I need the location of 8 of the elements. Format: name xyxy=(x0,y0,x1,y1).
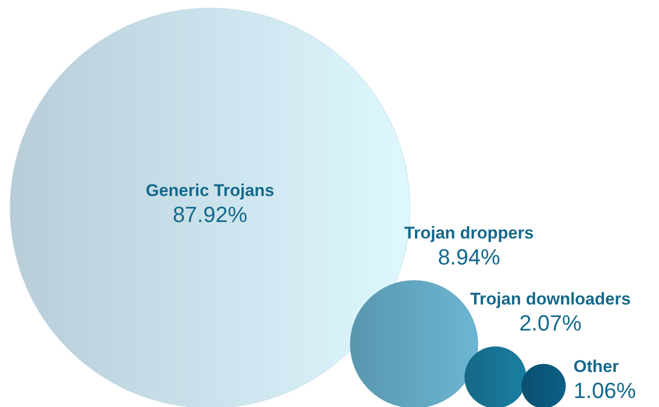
data-label: 87.92% xyxy=(172,202,248,227)
category-label: Trojan downloaders xyxy=(470,290,631,309)
category-label: Generic Trojans xyxy=(146,181,274,200)
data-label: 2.07% xyxy=(519,310,582,336)
category-label: Other xyxy=(574,357,620,376)
data-label: 8.94% xyxy=(438,244,500,270)
category-label: Trojan droppers xyxy=(404,223,534,242)
data-label: 1.06% xyxy=(574,378,636,404)
